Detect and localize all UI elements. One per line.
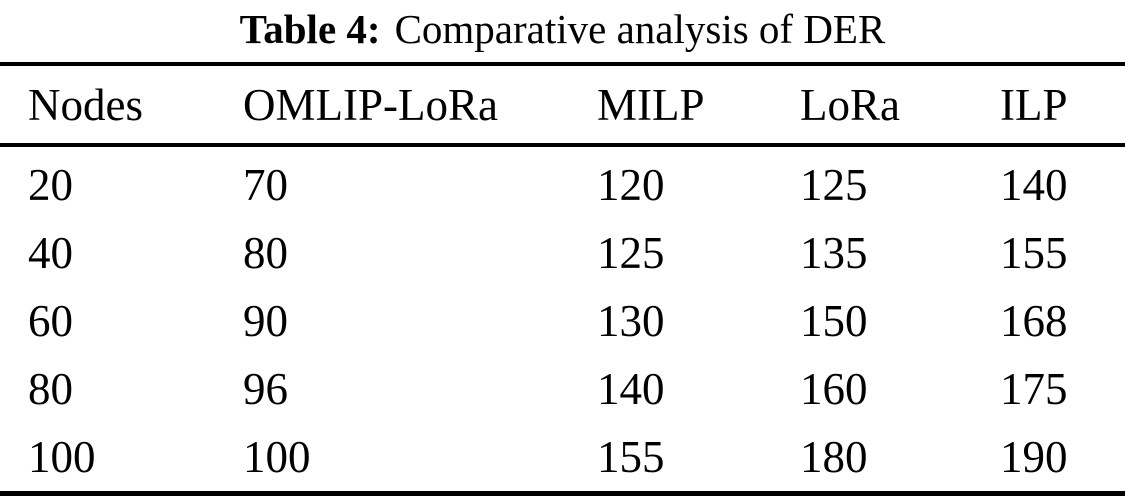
table-caption-text: Comparative analysis of DER [394,6,886,52]
table-cell: 168 [1000,296,1068,346]
column-header-ilp: ILP [1000,79,1068,130]
table-cell: 96 [243,364,288,414]
table-cell: 160 [800,364,868,414]
column-header-omlip-lora: OMLIP-LoRa [243,79,498,130]
table-bottom-rule [0,491,1125,496]
table-cell: 80 [243,228,288,278]
table-cell: 120 [597,160,665,210]
table-row: 80 96 140 160 175 [0,355,1125,423]
table-header-row: Nodes OMLIP-LoRa MILP LoRa ILP [0,66,1125,143]
table-cell: 60 [28,296,73,346]
table-top-rule [0,62,1125,66]
table-caption-label: Table 4: [239,6,381,52]
table-cell: 20 [28,160,73,210]
table-row: 40 80 125 135 155 [0,219,1125,287]
table-cell: 190 [1000,432,1068,482]
table-cell: 140 [597,364,665,414]
table-cell: 100 [28,432,96,482]
table-cell: 150 [800,296,868,346]
table-cell: 70 [243,160,288,210]
table-row: 100 100 155 180 190 [0,423,1125,491]
table-cell: 125 [800,160,868,210]
table-cell: 100 [243,432,311,482]
table-cell: 140 [1000,160,1068,210]
table-cell: 135 [800,228,868,278]
table-header-rule [0,143,1125,147]
table-cell: 80 [28,364,73,414]
table-cell: 40 [28,228,73,278]
table-cell: 175 [1000,364,1068,414]
table-caption: Table 4: Comparative analysis of DER [0,0,1125,58]
table-body: 20 70 120 125 140 40 80 125 135 155 60 9… [0,151,1125,491]
table-cell: 125 [597,228,665,278]
table-cell: 180 [800,432,868,482]
table-cell: 155 [597,432,665,482]
table-cell: 130 [597,296,665,346]
table-row: 60 90 130 150 168 [0,287,1125,355]
table-cell: 155 [1000,228,1068,278]
column-header-milp: MILP [597,79,705,130]
table-row: 20 70 120 125 140 [0,151,1125,219]
table-cell: 90 [243,296,288,346]
column-header-nodes: Nodes [28,79,143,130]
column-header-lora: LoRa [800,79,900,130]
